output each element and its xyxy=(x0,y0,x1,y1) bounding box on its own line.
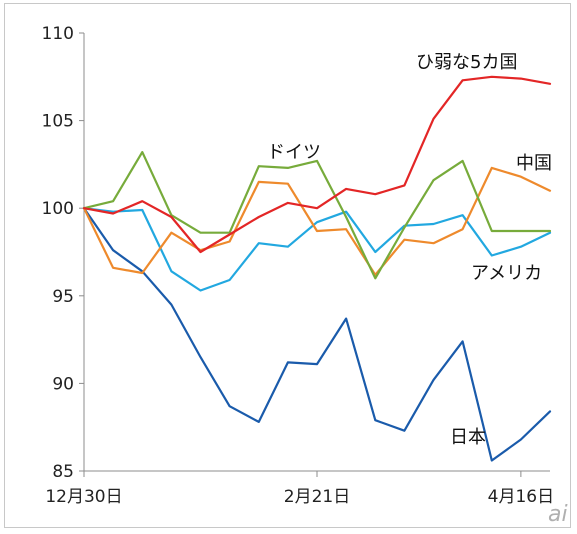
series-line-2 xyxy=(82,166,552,276)
ai-watermark: ai xyxy=(548,502,568,527)
y-tick-label: 95 xyxy=(52,287,74,307)
x-tick-label: 4月16日 xyxy=(488,487,554,507)
label-usa: アメリカ xyxy=(471,263,542,284)
y-tick-label: 100 xyxy=(42,199,74,219)
y-tick-label: 110 xyxy=(42,24,74,44)
series-line-0 xyxy=(82,75,552,254)
chart-frame: 85 90 95 100 105 110 12月30日 2月21日 4月16日 ひ弱な5カ国 … xyxy=(4,3,571,528)
label-china: 中国 xyxy=(516,153,552,174)
x-tick-label: 2月21日 xyxy=(284,487,350,507)
y-tick-label: 90 xyxy=(52,374,74,394)
label-germany: ドイツ xyxy=(267,142,321,163)
y-tick-label: 105 xyxy=(42,112,74,132)
x-tick-label: 12月30日 xyxy=(45,487,122,507)
label-weak5: ひ弱な5カ国 xyxy=(416,52,517,73)
series-line-4 xyxy=(82,207,552,462)
series-lines xyxy=(82,75,552,462)
y-tick-label: 85 xyxy=(52,462,74,482)
chart-axes xyxy=(79,32,550,477)
y-tick-labels: 85 90 95 100 105 110 xyxy=(42,24,74,482)
label-japan: 日本 xyxy=(450,427,486,448)
series-line-1 xyxy=(82,151,552,280)
series-line-3 xyxy=(82,207,552,292)
x-tick-labels: 12月30日 2月21日 4月16日 xyxy=(45,487,554,507)
